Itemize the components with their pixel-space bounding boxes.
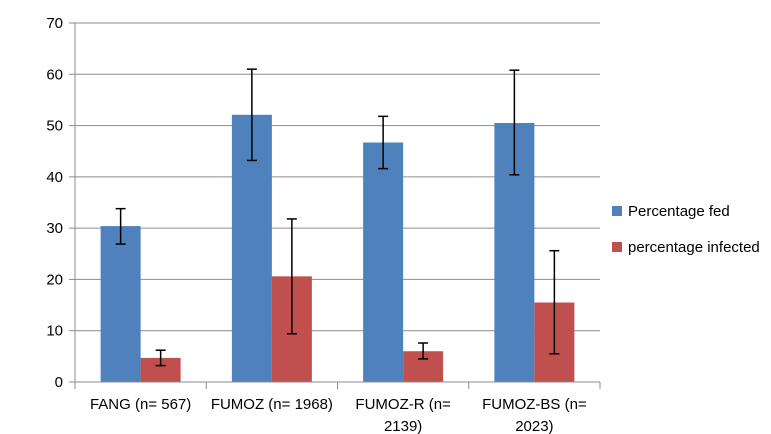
axis-labels: 0 10 20 30 40 50 60 70 FANG (n= 567) FUMOZ (n= 19… [46,15,587,434]
bars [100,68,575,383]
y-tick-label: 50 [46,118,63,135]
x-category-label: FUMOZ-R (n= [355,396,451,413]
y-tick-label: 0 [55,374,63,391]
y-tick-label: 10 [46,323,63,340]
x-category-label: 2139) [384,418,422,434]
legend-swatch [612,206,622,216]
legend-swatch [612,242,622,252]
y-tick-label: 30 [46,220,63,237]
y-tick-label: 70 [46,15,63,32]
y-tick-label: 20 [46,271,63,288]
axes [69,22,601,389]
x-category-label: 2023) [515,418,553,434]
bar-fed [100,226,141,382]
legend: Percentage fed percentage infected [612,203,760,256]
bar-fed [363,142,404,382]
x-category-label: FANG (n= 567) [90,396,191,413]
y-tick-label: 40 [46,169,63,186]
gridlines [75,22,600,332]
x-category-label: FUMOZ-BS (n= [482,396,587,413]
legend-label: Percentage fed [628,203,730,220]
legend-label: percentage infected [628,239,760,256]
y-tick-label: 60 [46,66,63,83]
x-category-label: FUMOZ (n= 1968) [211,396,333,413]
